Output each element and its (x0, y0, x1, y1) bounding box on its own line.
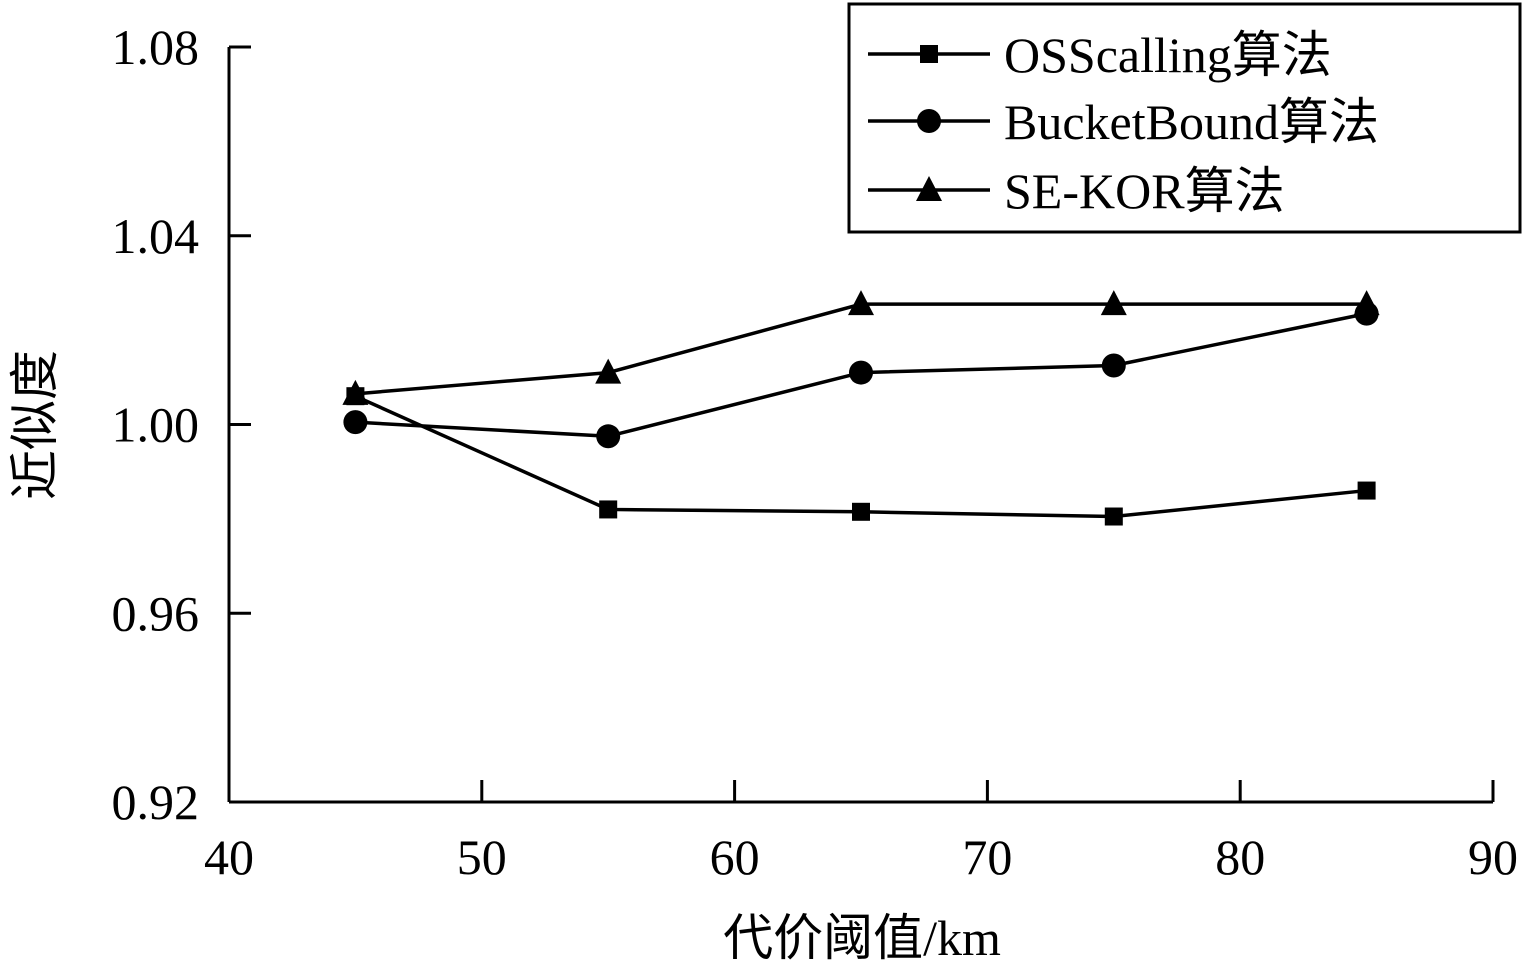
legend-entry: OSScalling算法 (868, 27, 1332, 83)
triangle-point (342, 379, 369, 405)
y-axis-title: 近似度 (7, 350, 63, 500)
x-tick-label: 60 (710, 829, 760, 885)
x-tick-label: 90 (1468, 829, 1518, 885)
x-axis-title: 代价阈值/km (723, 910, 1001, 966)
square-point (1357, 481, 1376, 500)
y-tick-label: 0.92 (112, 774, 200, 830)
legend-circle-marker (917, 109, 941, 133)
x-tick-label: 40 (204, 829, 254, 885)
x-tick-label: 50 (457, 829, 507, 885)
square-point (852, 502, 870, 521)
y-tick-label: 0.96 (112, 585, 200, 641)
circle-point (596, 424, 621, 449)
axes: 40 50 60 70 80 90 0.92 0.96 1.00 1.04 1.08 (112, 19, 1519, 885)
legend-square-marker (920, 45, 938, 63)
legend: OSScalling算法 BucketBound算法 SE-KOR算法 (847, 2, 1522, 234)
legend-label: OSScalling算法 (1004, 27, 1332, 83)
x-tick-label: 80 (1215, 829, 1265, 885)
legend-label: BucketBound算法 (1004, 94, 1379, 150)
circle-point (1101, 353, 1126, 378)
series-layer (342, 290, 1380, 526)
legend-entry: BucketBound算法 (868, 94, 1379, 150)
legend-label: SE-KOR算法 (1004, 163, 1285, 219)
x-tick-label: 70 (962, 829, 1012, 885)
square-point (1104, 507, 1123, 526)
square-point (599, 500, 618, 519)
series-line-square (354, 394, 1367, 519)
legend-entry: SE-KOR算法 (868, 163, 1285, 219)
series-circle (343, 301, 1379, 449)
y-tick-label: 1.08 (112, 19, 200, 75)
y-tick-label: 1.00 (112, 397, 200, 453)
triangle-point (1353, 290, 1380, 316)
legend-box (847, 2, 1522, 234)
triangle-point (848, 290, 874, 316)
circle-point (849, 360, 873, 385)
series-triangle (342, 290, 1380, 405)
triangle-point (1100, 290, 1127, 316)
circle-point (343, 410, 368, 435)
legend-triangle-marker (916, 176, 942, 201)
y-tick-label: 1.04 (112, 208, 200, 264)
series-square (346, 387, 1376, 526)
triangle-point (595, 358, 622, 384)
